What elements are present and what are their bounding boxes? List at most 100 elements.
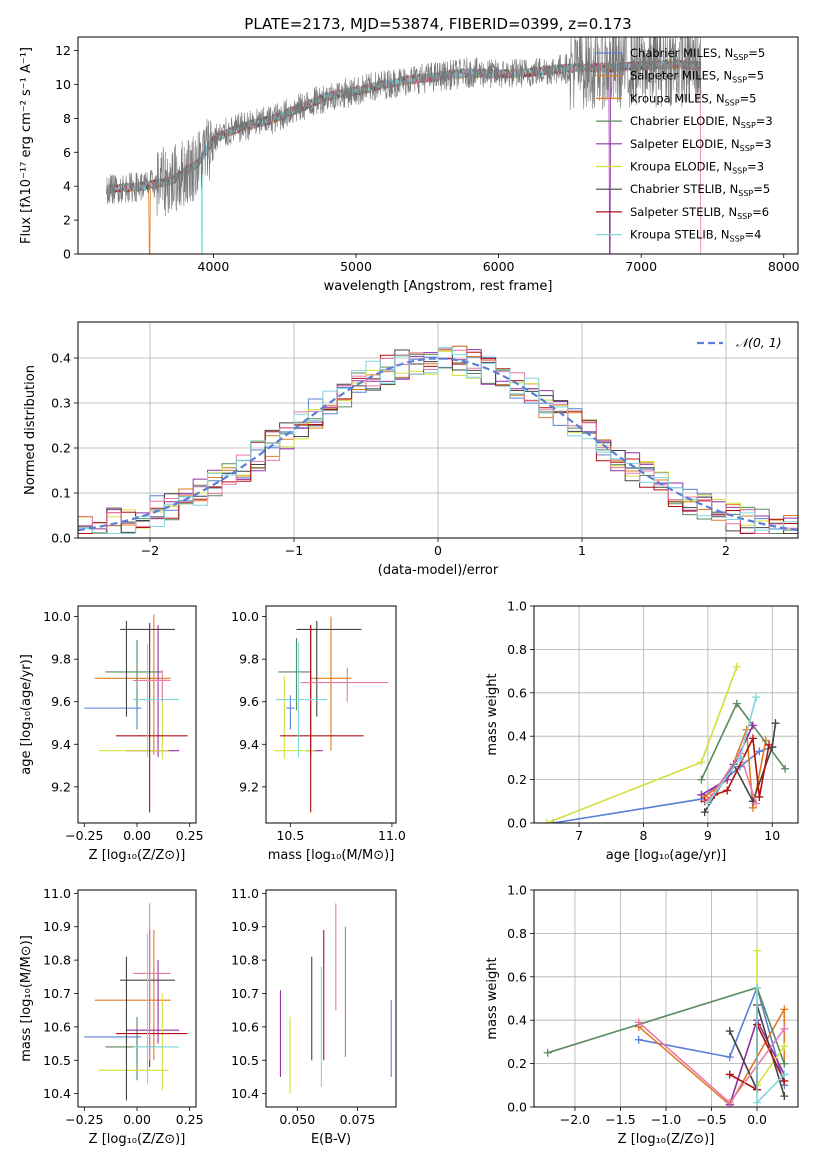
y-tick-label: 10.9 bbox=[43, 919, 71, 934]
x-tick-label: −1.5 bbox=[605, 1112, 635, 1127]
series-marker-red bbox=[765, 740, 774, 749]
series-marker-dark bbox=[700, 808, 709, 817]
x-tick-label: −0.25 bbox=[65, 828, 103, 843]
legend-entry: Salpeter ELODIE, NSSP=3 bbox=[630, 137, 772, 153]
series-marker-red bbox=[748, 734, 757, 743]
y-axis-label: mass weight bbox=[485, 673, 500, 755]
series-marker-yellow bbox=[753, 946, 762, 955]
y-tick-label: 10.8 bbox=[43, 953, 71, 968]
x-tick-label: 4000 bbox=[198, 259, 230, 274]
x-tick-label: −2.0 bbox=[560, 1112, 590, 1127]
age-vs-mass-axes: 10.5 11.0 9.2 9.4 9.6 9.8 10.0 mass [log₁₀(M/M⊙… bbox=[231, 609, 406, 863]
histogram-cyan bbox=[78, 347, 798, 534]
y-axis-label: Flux [fλ10⁻¹⁷ erg cm⁻² s⁻¹ A⁻¹] bbox=[19, 47, 34, 244]
legend-entry: Kroupa ELODIE, NSSP=3 bbox=[630, 160, 764, 176]
legend-entry: 𝒩(0, 1) bbox=[736, 335, 782, 350]
y-tick-label: 6 bbox=[63, 145, 71, 160]
series-marker-dark bbox=[725, 1027, 734, 1036]
x-axis-label: (data-model)/error bbox=[378, 563, 499, 578]
series-marker-cyan bbox=[753, 983, 762, 992]
y-tick-label: 10.4 bbox=[43, 1086, 71, 1101]
y-tick-label: 0.1 bbox=[51, 486, 71, 501]
x-tick-label: 1 bbox=[578, 543, 586, 558]
legend-entry: Chabrier ELODIE, NSSP=3 bbox=[630, 114, 773, 130]
series-marker-cyan bbox=[703, 799, 712, 808]
y-tick-label: 9.4 bbox=[51, 737, 71, 752]
x-tick-label: 8000 bbox=[768, 259, 800, 274]
series-marker-red bbox=[755, 792, 764, 801]
y-tick-label: 9.6 bbox=[51, 694, 71, 709]
x-tick-label: 0 bbox=[434, 543, 442, 558]
age-vs-Z-points bbox=[84, 614, 188, 813]
y-tick-label: 1.0 bbox=[507, 883, 527, 898]
series-marker-cyan bbox=[780, 1070, 789, 1079]
x-tick-label: −2 bbox=[141, 543, 159, 558]
y-tick-label: 0.0 bbox=[507, 816, 527, 831]
x-tick-label: −1.0 bbox=[651, 1112, 681, 1127]
y-tick-label: 9.4 bbox=[239, 737, 259, 752]
series-line-blue bbox=[638, 985, 786, 1086]
y-axis-label: Normed distribution bbox=[23, 365, 38, 495]
y-tick-label: 10.0 bbox=[43, 609, 71, 624]
x-tick-label: −0.5 bbox=[696, 1112, 726, 1127]
series-marker-blue bbox=[725, 1053, 734, 1062]
series-marker-red bbox=[723, 786, 732, 795]
series-marker-blue bbox=[634, 1035, 643, 1044]
y-tick-label: 4 bbox=[63, 179, 71, 194]
x-tick-label: 6000 bbox=[483, 259, 515, 274]
x-tick-label: 0.25 bbox=[176, 1112, 204, 1127]
y-tick-label: 0.2 bbox=[507, 1056, 527, 1071]
y-tick-label: 10.7 bbox=[43, 986, 71, 1001]
legend-entry: Kroupa MILES, NSSP=5 bbox=[630, 91, 756, 107]
x-tick-label: 0.00 bbox=[123, 828, 151, 843]
y-tick-label: 0.3 bbox=[51, 396, 71, 411]
series-marker-dark bbox=[771, 719, 780, 728]
x-axis-label: Z [log₁₀(Z/Z⊙)] bbox=[89, 848, 186, 863]
legend-entry: Chabrier STELIB, NSSP=5 bbox=[630, 182, 770, 198]
chart-title: PLATE=2173, MJD=53874, FIBERID=0399, z=0… bbox=[244, 15, 631, 33]
series-marker-green bbox=[732, 699, 741, 708]
y-tick-label: 0.6 bbox=[507, 685, 527, 700]
legend-entry: Chabrier MILES, NSSP=5 bbox=[630, 46, 765, 62]
legend-entry: Kroupa STELIB, NSSP=4 bbox=[630, 228, 761, 244]
mass-vs-Z-axes: −0.25 0.00 0.25 10.4 10.5 10.6 10.7 10.8 10.9 11.… bbox=[19, 886, 204, 1147]
x-tick-label: −1 bbox=[285, 543, 303, 558]
residuals-frame bbox=[77, 321, 799, 539]
x-axis-label: age [log₁₀(age/yr)] bbox=[606, 848, 727, 863]
legend-entry: Salpeter STELIB, NSSP=6 bbox=[630, 205, 769, 221]
y-tick-label: 10.4 bbox=[231, 1086, 259, 1101]
spectrum-lines bbox=[106, 37, 702, 254]
x-axis-label: Z [log₁₀(Z/Z⊙)] bbox=[618, 1132, 715, 1147]
x-tick-label: 0.075 bbox=[340, 1112, 376, 1127]
x-tick-label: 7000 bbox=[625, 259, 657, 274]
y-tick-label: 10.9 bbox=[231, 919, 259, 934]
x-tick-label: 0.00 bbox=[123, 1112, 151, 1127]
series-marker-purple bbox=[697, 790, 706, 799]
y-tick-label: 9.8 bbox=[239, 652, 259, 667]
x-tick-label: 10.5 bbox=[276, 828, 304, 843]
x-tick-label: 9 bbox=[704, 828, 712, 843]
series-marker-pink bbox=[725, 1098, 734, 1107]
series-marker-blue bbox=[755, 747, 764, 756]
series-marker-red bbox=[725, 1070, 734, 1079]
mass-weight-vs-age-series bbox=[542, 662, 790, 823]
series-marker-green bbox=[780, 1059, 789, 1068]
x-tick-label: 0.050 bbox=[279, 1112, 315, 1127]
mass-vs-Z-frame bbox=[77, 889, 197, 1108]
series-marker-cyan bbox=[736, 753, 745, 762]
y-tick-label: 0.0 bbox=[507, 1100, 527, 1115]
mass-vs-EBV-axes: 0.050 0.075 10.4 10.5 10.6 10.7 10.8 10.9 11.0 E(… bbox=[231, 886, 375, 1147]
spectrum-legend: Chabrier MILES, NSSP=5 Salpeter MILES, NS… bbox=[596, 46, 773, 244]
y-tick-label: 12 bbox=[55, 43, 71, 58]
y-tick-label: 11.0 bbox=[231, 886, 259, 901]
y-tick-label: 10 bbox=[55, 77, 71, 92]
age-vs-mass-points bbox=[274, 616, 388, 813]
spectrum-frame bbox=[77, 36, 799, 255]
y-axis-label: mass weight bbox=[485, 957, 500, 1039]
series-marker-green bbox=[781, 764, 790, 773]
mass-vs-EBV-frame bbox=[265, 889, 397, 1108]
x-axis-label: wavelength [Angstrom, rest frame] bbox=[324, 279, 553, 294]
y-tick-label: 11.0 bbox=[43, 886, 71, 901]
age-vs-Z-axes: −0.25 0.00 0.25 9.2 9.4 9.6 9.8 10.0 Z [log₁₀(Z/… bbox=[19, 609, 204, 863]
series-marker-orange bbox=[780, 1005, 789, 1014]
